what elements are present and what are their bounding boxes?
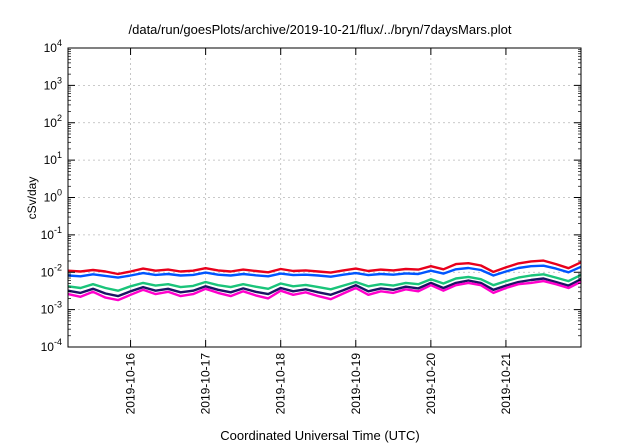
- y-tick-label: 10-2: [41, 262, 62, 279]
- x-tick-label: 2019-10-19: [349, 353, 363, 415]
- series-line-2: [67, 264, 582, 279]
- y-tick-label: 104: [44, 38, 62, 55]
- chart-title: /data/run/goesPlots/archive/2019-10-21/f…: [128, 22, 512, 37]
- series-line-5: [67, 279, 582, 302]
- series-line-1: [67, 259, 582, 276]
- y-tick-label: 102: [44, 113, 62, 130]
- y-tick-label: 100: [44, 188, 62, 205]
- y-tick-label: 10-3: [41, 300, 62, 317]
- series-line-4: [67, 277, 582, 298]
- y-axis-ticks: 104 103 102 101 100 10-1 10-2 10-3 10-4: [41, 38, 581, 354]
- y-tick-label: 103: [44, 75, 62, 92]
- x-tick-label: 2019-10-17: [199, 353, 213, 415]
- series-line-3: [67, 273, 582, 292]
- y-tick-label: 101: [44, 150, 62, 167]
- y-axis-label: cSv/day: [25, 176, 39, 220]
- y-tick-label: 10-4: [41, 337, 62, 354]
- x-axis-label: Coordinated Universal Time (UTC): [220, 428, 420, 443]
- gridlines: [68, 47, 581, 348]
- y-tick-label: 10-1: [41, 225, 62, 242]
- x-tick-label: 2019-10-18: [274, 353, 288, 415]
- series-lines: [67, 259, 582, 302]
- x-tick-label: 2019-10-20: [424, 353, 438, 415]
- x-tick-label: 2019-10-16: [124, 353, 138, 415]
- x-axis-ticks: 2019-10-16 2019-10-17 2019-10-18 2019-10-19…: [124, 48, 513, 414]
- x-tick-label: 2019-10-21: [499, 353, 513, 415]
